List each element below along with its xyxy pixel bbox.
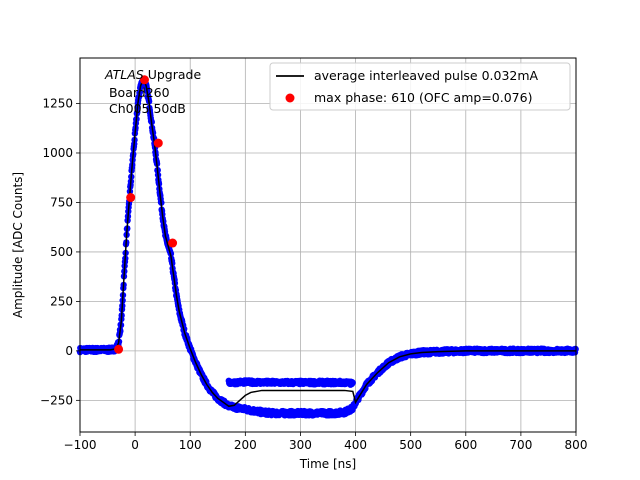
- x-tick-label: 200: [234, 438, 257, 452]
- annotation-upgrade: Upgrade: [144, 67, 202, 82]
- legend: average interleaved pulse 0.032mA max ph…: [269, 62, 571, 111]
- max-phase-point: [168, 238, 178, 248]
- y-tick-label: 500: [50, 245, 73, 259]
- y-tick-label: 1000: [42, 146, 73, 160]
- annotation-board: Board260: [105, 85, 170, 100]
- x-tick-label: 800: [565, 438, 588, 452]
- x-tick-label: 500: [399, 438, 422, 452]
- x-tick-label: 100: [179, 438, 202, 452]
- y-tick-label: 1250: [42, 97, 73, 111]
- annotation-channel: Ch005 50dB: [105, 101, 186, 116]
- max-phase-point: [153, 138, 163, 148]
- max-phase-point: [114, 344, 124, 354]
- x-tick-label: 700: [509, 438, 532, 452]
- data-layer: [76, 75, 579, 419]
- plot-frame: [79, 57, 577, 433]
- annotation-atlas: ATLAS: [104, 67, 144, 82]
- x-axis-label: Time [ns]: [299, 457, 356, 471]
- x-tick-label: 600: [454, 438, 477, 452]
- y-tick-label: 0: [65, 344, 73, 358]
- sample-point: [349, 379, 356, 387]
- y-tick-label: 750: [50, 195, 73, 209]
- x-tick-label: 300: [289, 438, 312, 452]
- x-tick-label: 400: [344, 438, 367, 452]
- legend-box: [269, 62, 571, 111]
- annotation-line-1: ATLAS Upgrade: [104, 67, 201, 82]
- atlas-annotation: ATLAS Upgrade Board260 Ch005 50dB: [104, 67, 201, 116]
- x-tick-label: 0: [131, 438, 139, 452]
- axis-ticks: −100 0 100 200 300 400 500 600 700 800 −250 0 250 500…: [40, 97, 587, 452]
- x-tick-label: −100: [64, 438, 97, 452]
- average-pulse-line: [80, 77, 576, 408]
- max-phase-point: [139, 75, 149, 85]
- y-tick-label: −250: [40, 393, 73, 407]
- max-phase-point: [126, 193, 136, 203]
- legend-entry-average: average interleaved pulse 0.032mA: [314, 68, 539, 83]
- legend-entry-max-phase: max phase: 610 (OFC amp=0.076): [314, 90, 532, 105]
- y-axis-label: Amplitude [ADC Counts]: [11, 172, 25, 318]
- y-tick-label: 250: [50, 294, 73, 308]
- legend-marker-swatch: [285, 93, 295, 103]
